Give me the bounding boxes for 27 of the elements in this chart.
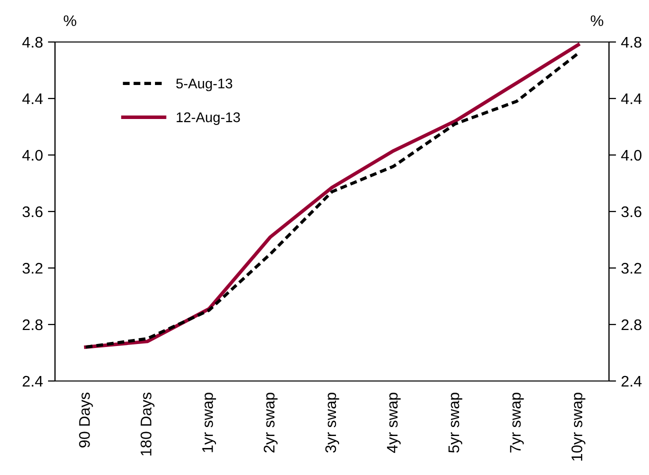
x-tick-label: 4yr swap [386, 392, 401, 453]
y2-tick-label: 4.0 [621, 150, 642, 161]
x-tick-label: 90 Days [79, 392, 93, 448]
y-tick-label: 3.2 [22, 262, 42, 274]
y-tick-label: 2.8 [22, 319, 43, 330]
x-tick-label: 1yr swap [202, 392, 216, 452]
y2-tick-label: 3.2 [621, 262, 642, 274]
y-axis-title: % [64, 15, 76, 26]
x-tick-label: 5yr swap [448, 392, 462, 453]
x-tick-label: 180 Days [140, 392, 154, 456]
legend-label: 12-Aug-13 [176, 112, 240, 125]
x-tick-label: 2yr swap [264, 392, 278, 452]
x-tick-label: 7yr swap [510, 392, 524, 452]
y-tick-label: 4.8 [22, 36, 43, 48]
y-tick-label: 2.4 [22, 376, 43, 387]
y2-axis-title: % [590, 15, 604, 26]
y2-tick-label: 3.6 [621, 206, 642, 218]
y-tick-label: 3.6 [22, 206, 43, 218]
y2-tick-label: 4.8 [621, 36, 642, 48]
x-tick-label: 3yr swap [325, 392, 340, 453]
y2-tick-label: 4.4 [621, 94, 642, 104]
y-tick-label: 4.0 [22, 150, 43, 161]
y-tick-label: 4.4 [22, 94, 43, 104]
y2-tick-label: 2.4 [622, 376, 642, 387]
x-tick-label: 10yr swap [572, 392, 586, 461]
y2-tick-label: 2.8 [622, 319, 642, 330]
legend-label: 5-Aug-13 [176, 78, 232, 92]
